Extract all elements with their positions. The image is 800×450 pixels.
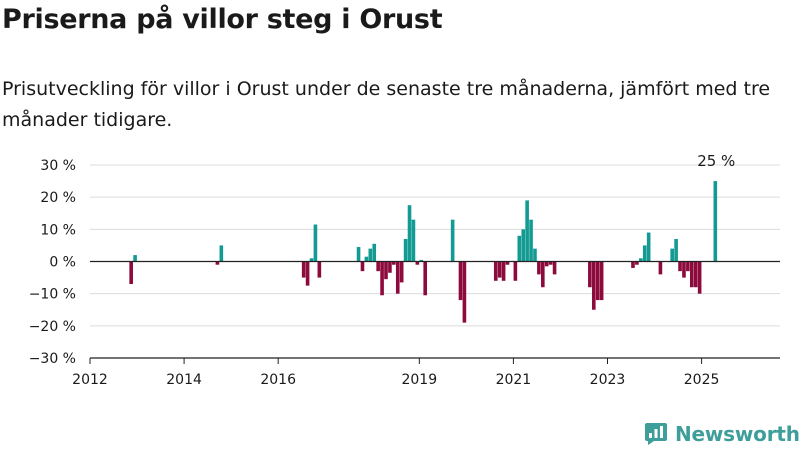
newsworthy-brand: Newsworthy: [644, 420, 800, 448]
chart-subtitle: Prisutveckling för villor i Orust under …: [2, 78, 771, 131]
y-tick-label: 0 %: [49, 255, 76, 271]
x-tick-label: 2021: [496, 372, 532, 388]
x-tick-label: 2016: [260, 372, 296, 388]
bar-negative: [686, 261, 690, 272]
bar-negative: [678, 261, 682, 272]
bar-negative: [301, 261, 306, 278]
y-axis-tick-labels: 30 % 20 % 10 % 0 % −10 % −20 % −30 %: [29, 158, 76, 367]
bar-positive: [642, 245, 647, 262]
bar-positive: [529, 219, 533, 262]
bar-positive: [646, 232, 651, 262]
price-change-bar-chart: 30 %20 %10 %0 %−10 %−20 %−30 % 2012 2014 2…: [29, 152, 780, 388]
bar-negative: [376, 261, 380, 272]
bar-negative: [384, 261, 388, 280]
x-tick-label: 2012: [72, 372, 108, 388]
x-axis-tick-labels: 2012 2014 2016 2019 2021 2023 2025: [72, 372, 719, 388]
y-tick-label: 20 %: [40, 190, 76, 206]
bar-positive: [674, 238, 678, 262]
bar-negative: [505, 261, 510, 265]
bar-negative: [544, 261, 549, 267]
bar-negative: [588, 261, 592, 288]
bar-negative: [395, 261, 400, 294]
bar-positive: [313, 224, 318, 262]
bar-negative: [380, 261, 384, 296]
bar-negative: [399, 261, 404, 283]
bar-positive: [670, 248, 674, 262]
y-tick-label: 30 %: [40, 158, 76, 174]
brand-name: Newsworthy: [675, 422, 800, 446]
bar-negative: [305, 261, 310, 286]
bar-negative: [360, 261, 365, 272]
x-tick-label: 2023: [590, 372, 626, 388]
bar-positive: [368, 248, 373, 262]
bar-positive: [450, 219, 455, 262]
annotation-label: 25 %: [697, 152, 735, 170]
bar-negative: [317, 261, 322, 278]
bar-negative: [215, 261, 220, 265]
x-tick-label: 2014: [166, 372, 202, 388]
bar-negative: [591, 261, 596, 310]
bar-positive: [372, 243, 377, 262]
bar-positive: [407, 205, 412, 262]
bar-positive: [419, 259, 424, 262]
bar-positive: [521, 229, 526, 262]
y-tick-label: 10 %: [40, 222, 76, 238]
bar-positive: [517, 235, 522, 262]
bar-positive: [219, 245, 224, 262]
bar-negative: [599, 261, 604, 301]
bars: [129, 181, 718, 323]
x-tick-label: 2019: [401, 372, 437, 388]
bar-positive: [713, 181, 718, 262]
bar-negative: [415, 261, 420, 265]
bar-negative: [682, 261, 686, 278]
bar-negative: [595, 261, 600, 301]
chart-title: Priserna på villor steg i Orust: [2, 4, 443, 35]
bar-negative: [635, 261, 639, 265]
bar-negative: [423, 261, 428, 296]
bar-positive: [525, 200, 529, 262]
bar-positive: [133, 255, 137, 262]
bar-negative: [493, 261, 498, 281]
bar-negative: [537, 261, 541, 275]
bar-negative: [631, 261, 635, 268]
bar-positive: [309, 258, 314, 262]
bar-negative: [392, 261, 396, 265]
grid-lines: [90, 164, 780, 327]
bar-negative: [541, 261, 545, 288]
bar-negative: [497, 261, 502, 278]
annotations: 25 %: [697, 152, 735, 170]
axes: [89, 260, 780, 364]
bar-positive: [403, 238, 408, 262]
bar-negative: [552, 261, 557, 275]
bar-negative: [129, 261, 133, 285]
bar-positive: [533, 248, 537, 262]
bar-negative: [548, 261, 553, 265]
bar-positive: [411, 219, 416, 262]
x-tick-label: 2025: [684, 372, 720, 388]
y-tick-label: −10 %: [29, 287, 76, 303]
bar-negative: [689, 261, 694, 288]
newsworthy-logo-icon: [645, 423, 667, 445]
y-tick-label: −20 %: [29, 319, 76, 335]
bar-positive: [639, 258, 643, 262]
y-tick-label: −30 %: [29, 351, 76, 367]
bar-negative: [388, 261, 392, 273]
bar-negative: [693, 261, 698, 288]
bar-negative: [697, 261, 702, 294]
bar-negative: [501, 261, 506, 281]
bar-positive: [364, 256, 369, 262]
bar-positive: [356, 247, 361, 262]
bar-negative: [658, 261, 663, 275]
bar-negative: [462, 261, 467, 323]
bar-negative: [458, 261, 463, 301]
bar-negative: [513, 261, 518, 281]
